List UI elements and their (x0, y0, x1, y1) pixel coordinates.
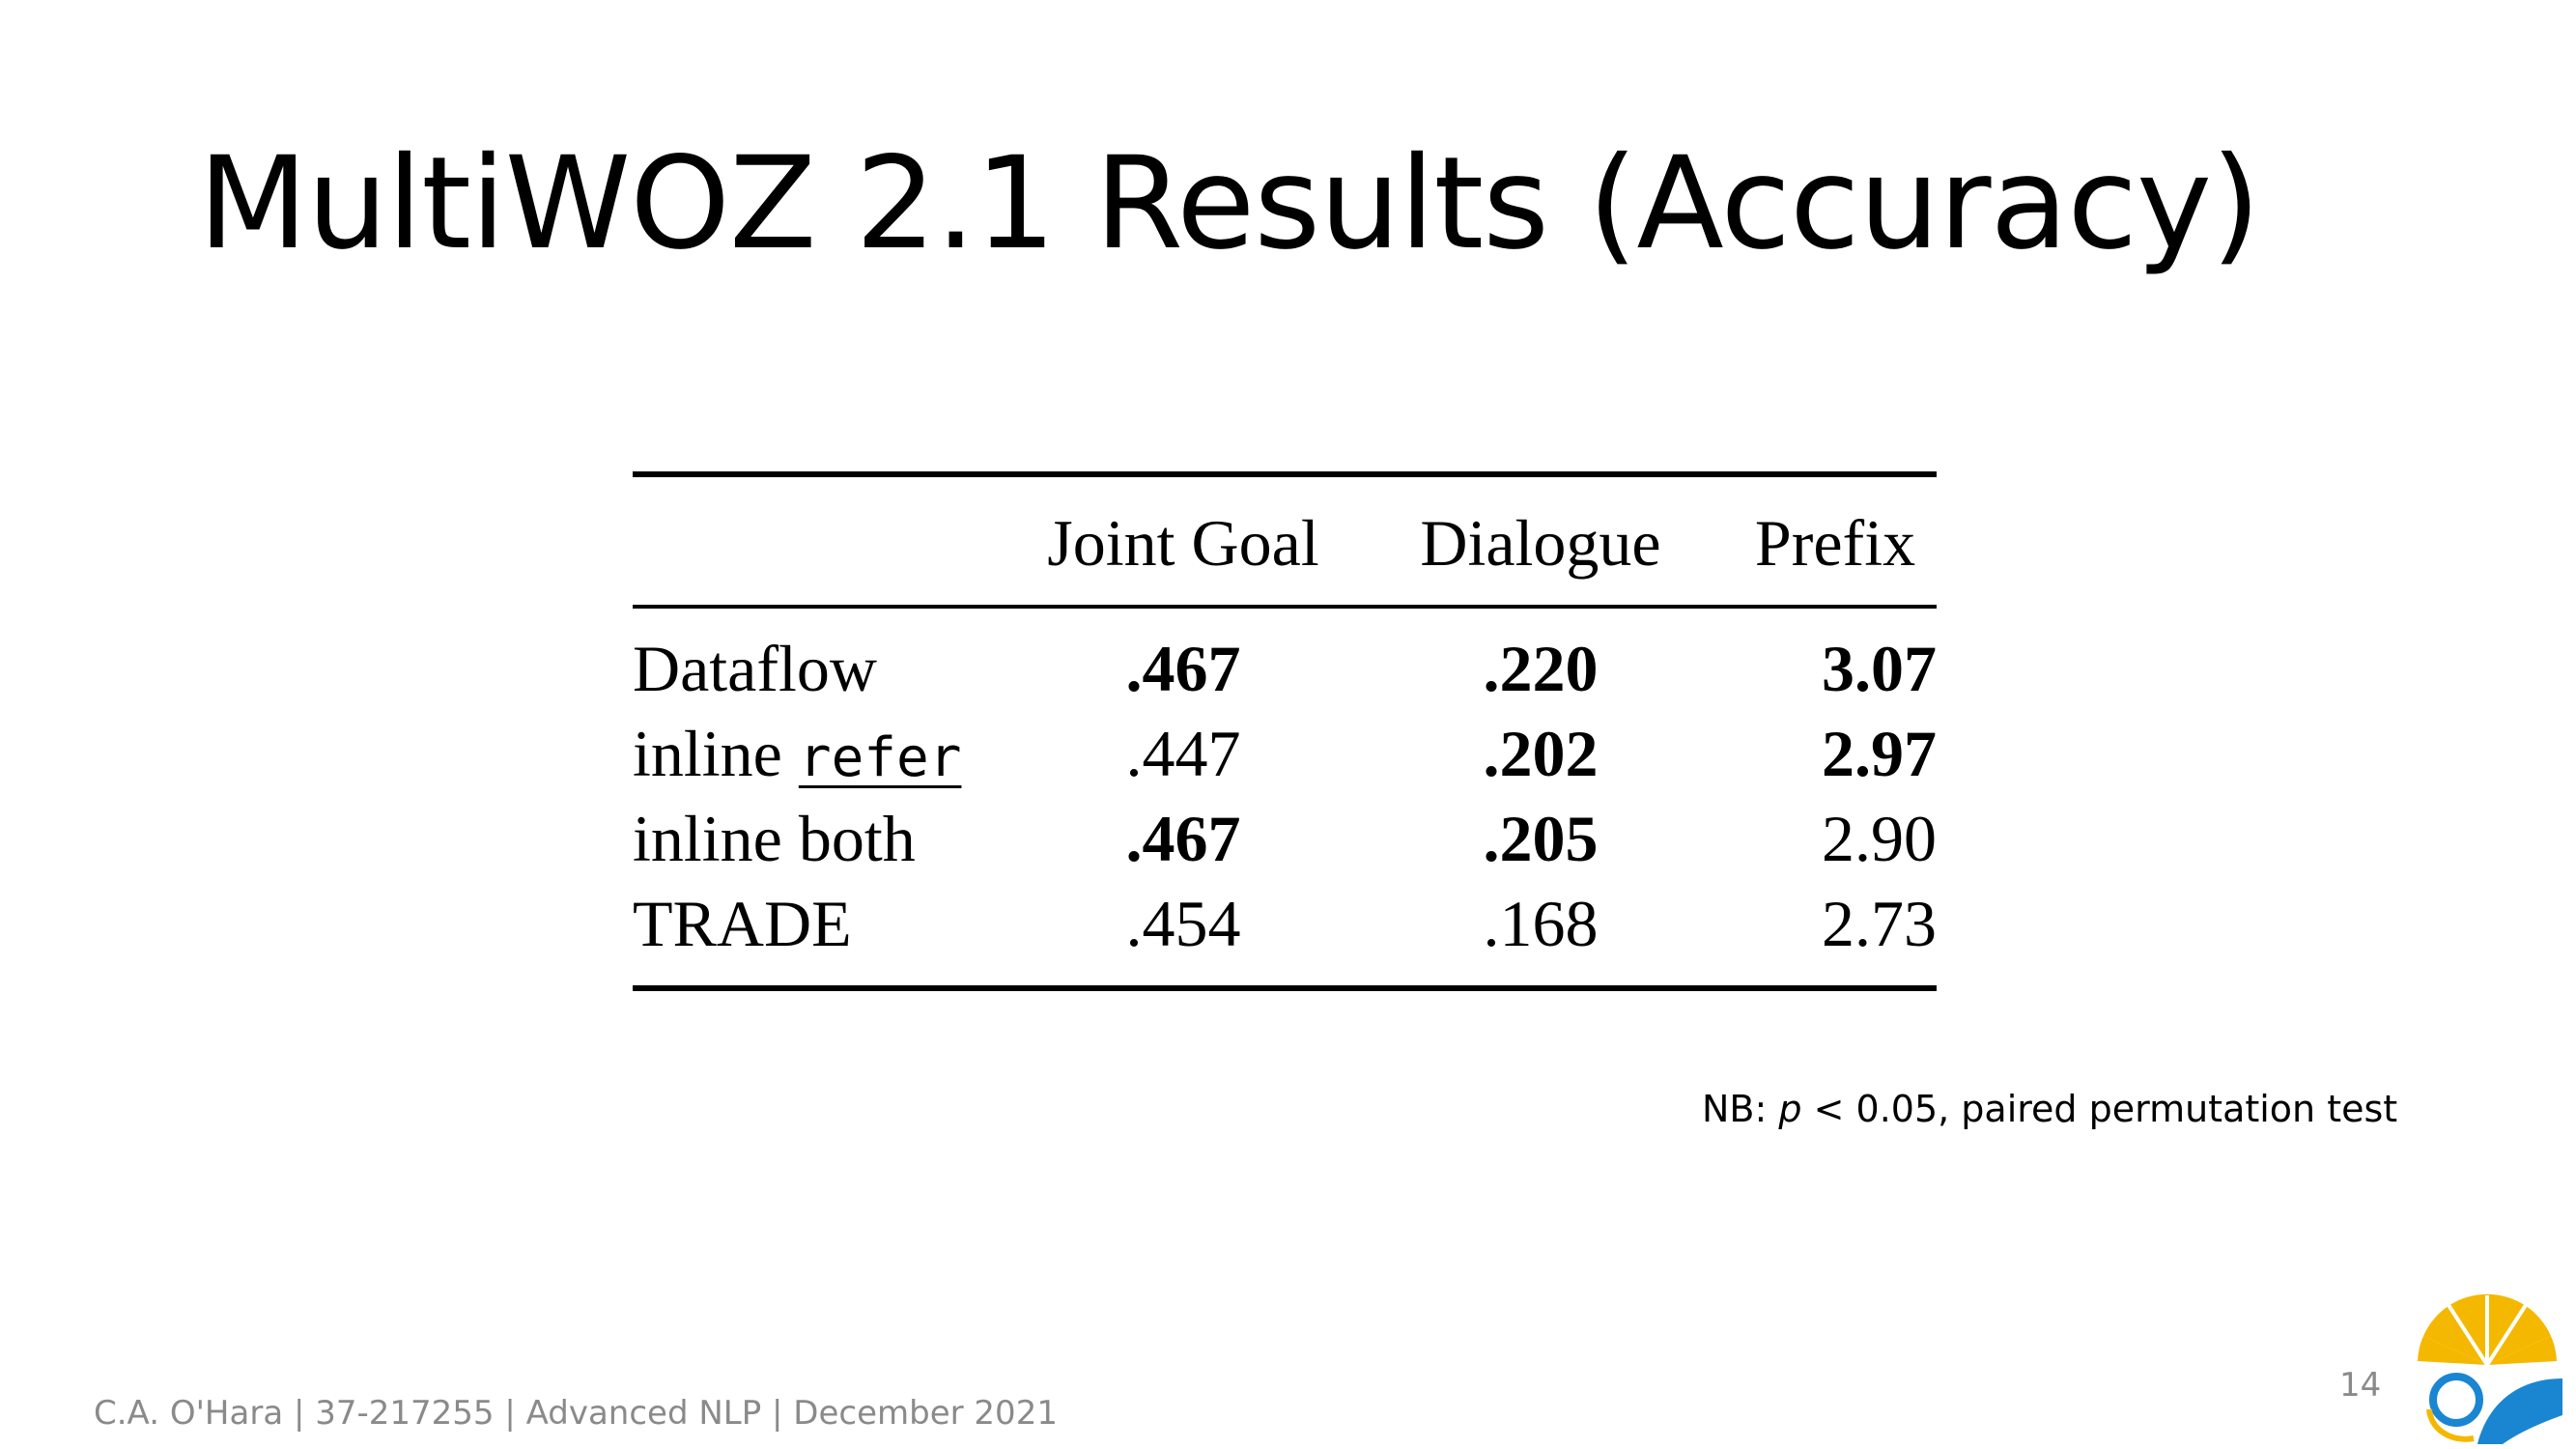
cell-joint-goal: .467 (1125, 632, 1241, 705)
system-name: TRADE (633, 887, 852, 960)
note-prefix: NB: (1702, 1088, 1779, 1130)
cell-dialogue: .220 (1483, 632, 1599, 705)
cell-dialogue: .168 (1347, 881, 1734, 991)
table-row: Dataflow .467 .220 3.07 (633, 607, 1937, 711)
table-row: TRADE .454 .168 2.73 (633, 881, 1937, 991)
cell-prefix: 2.73 (1734, 881, 1937, 991)
row-system: Dataflow (633, 607, 1019, 711)
cell-joint-goal: .447 (1125, 717, 1241, 790)
table-row: inline both .467 .205 2.90 (633, 796, 1937, 881)
slide-footer: C.A. O'Hara | 37-217255 | Advanced NLP |… (94, 1394, 1058, 1433)
row-system: inline both (633, 796, 1019, 881)
header-system (633, 474, 1019, 607)
logo-ginkgo-leaf-icon (2418, 1293, 2557, 1367)
cell-joint-goal: .467 (1125, 802, 1241, 875)
note-suffix: < 0.05, paired permutation test (1801, 1088, 2398, 1130)
page-number: 14 (2339, 1366, 2382, 1405)
cell-dialogue: .205 (1483, 802, 1599, 875)
logo-yellow-arc (2426, 1408, 2475, 1442)
table-body: Dataflow .467 .220 3.07 inline refer .44… (633, 607, 1937, 991)
row-system: TRADE (633, 881, 1019, 991)
cell-prefix: 2.90 (1822, 802, 1937, 875)
system-name: inline both (633, 802, 916, 875)
slide-title: MultiWOZ 2.1 Results (Accuracy) (198, 129, 2261, 278)
system-code: refer (798, 726, 962, 789)
table-row: inline refer .447 .202 2.97 (633, 711, 1937, 796)
header-dialogue: Dialogue (1420, 506, 1661, 580)
logo-blue-leaf (2477, 1378, 2562, 1444)
cell-prefix: 3.07 (1822, 632, 1937, 705)
header-prefix: Prefix (1754, 506, 1916, 580)
system-name: inline (633, 717, 799, 790)
significance-note: NB: p < 0.05, paired permutation test (1702, 1088, 2397, 1130)
university-logo-icon (2418, 1293, 2562, 1444)
table-header-row: Joint Goal Dialogue Prefix (633, 474, 1937, 607)
results-table-container: Joint Goal Dialogue Prefix Dataflow .467… (633, 471, 1937, 991)
header-joint-goal: Joint Goal (1047, 506, 1319, 580)
note-p-variable: p (1778, 1088, 1802, 1130)
cell-prefix: 2.97 (1822, 717, 1937, 790)
results-table: Joint Goal Dialogue Prefix Dataflow .467… (633, 471, 1937, 991)
cell-joint-goal: .454 (1019, 881, 1347, 991)
cell-dialogue: .202 (1483, 717, 1599, 790)
row-system: inline refer (633, 711, 1019, 796)
system-name: Dataflow (633, 632, 878, 705)
logo-ring (2429, 1373, 2483, 1427)
